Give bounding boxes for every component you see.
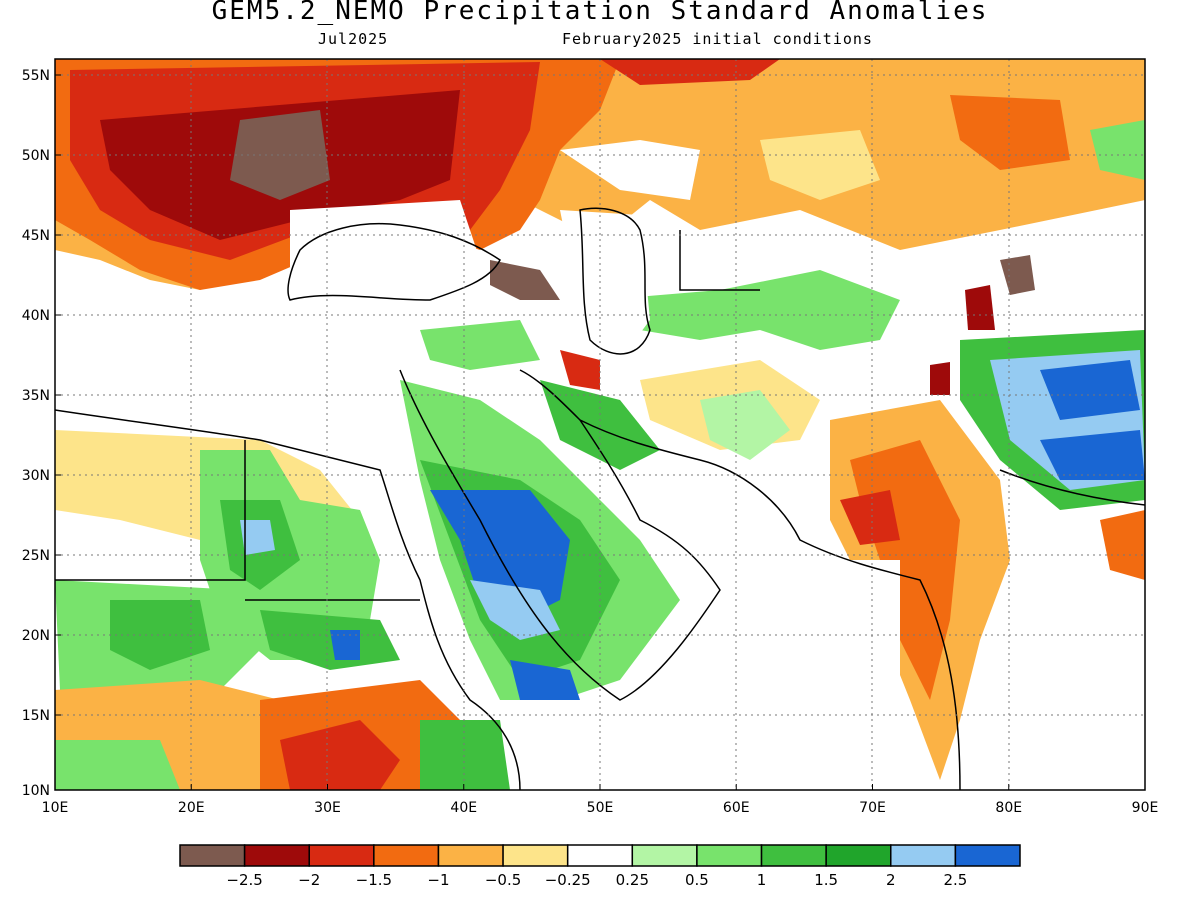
lat-tick-label: 15N <box>22 708 50 724</box>
lon-tick-label: 10E <box>42 800 69 816</box>
colorbar-label: −2 <box>298 871 320 889</box>
lon-tick-label: 20E <box>178 800 205 816</box>
colorbar-label: 0.5 <box>685 871 709 889</box>
colorbar-swatch <box>760 844 827 867</box>
lon-tick-label: 30E <box>314 800 341 816</box>
colorbar-label: 2 <box>886 871 896 889</box>
lat-tick-label: 45N <box>22 228 50 244</box>
lat-tick-label: 50N <box>22 148 50 164</box>
lat-tick-label: 35N <box>22 388 50 404</box>
map-title: GEM5.2_NEMO Precipitation Standard Anoma… <box>211 0 989 26</box>
colorbar-label: 0.25 <box>616 871 649 889</box>
lat-tick-label: 30N <box>22 468 50 484</box>
lat-tick-label: 55N <box>22 68 50 84</box>
colorbar-label: 2.5 <box>943 871 967 889</box>
colorbar-label: −1.5 <box>356 871 392 889</box>
colorbar-label: 1.5 <box>814 871 838 889</box>
colorbar-swatch <box>373 844 440 867</box>
colorbar-swatch <box>954 844 1021 867</box>
colorbar-label: −1 <box>427 871 449 889</box>
lat-tick-label: 10N <box>22 783 50 799</box>
init-conditions: February2025 initial conditions <box>562 30 873 48</box>
colorbar-label: 1 <box>757 871 767 889</box>
lon-tick-label: 50E <box>587 800 614 816</box>
valid-month: Jul2025 <box>318 30 389 48</box>
colorbar-swatch <box>437 844 504 867</box>
lon-tick-label: 90E <box>1132 800 1159 816</box>
colorbar-swatch <box>308 844 375 867</box>
latitude-axis: 55N 50N 45N 40N 35N 30N 25N 20N 15N 10N <box>22 68 61 799</box>
colorbar: −2.5 −2 −1.5 −1 −0.5 −0.25 0.25 0.5 1 1.5 2 2.5 <box>179 844 1021 889</box>
colorbar-label: −2.5 <box>226 871 262 889</box>
coastlines <box>55 207 1145 790</box>
lon-tick-label: 60E <box>723 800 750 816</box>
colorbar-swatch <box>890 844 957 867</box>
colorbar-swatch <box>566 844 634 867</box>
longitude-axis: 10E 20E 30E 40E 50E 60E 70E 80E 90E <box>42 784 1159 816</box>
colorbar-swatch <box>631 844 698 867</box>
colorbar-swatch <box>179 844 246 867</box>
colorbar-label: −0.5 <box>485 871 521 889</box>
lat-tick-label: 40N <box>22 308 50 324</box>
lon-tick-label: 80E <box>995 800 1022 816</box>
colorbar-swatch <box>502 844 569 867</box>
colorbar-swatch <box>243 844 310 867</box>
lat-tick-label: 25N <box>22 548 50 564</box>
graticule <box>55 59 1145 790</box>
colorbar-label: −0.25 <box>545 871 591 889</box>
colorbar-swatch <box>825 844 892 867</box>
lon-tick-label: 40E <box>450 800 477 816</box>
lon-tick-label: 70E <box>859 800 886 816</box>
lat-tick-label: 20N <box>22 628 50 644</box>
colorbar-swatch <box>696 844 763 867</box>
